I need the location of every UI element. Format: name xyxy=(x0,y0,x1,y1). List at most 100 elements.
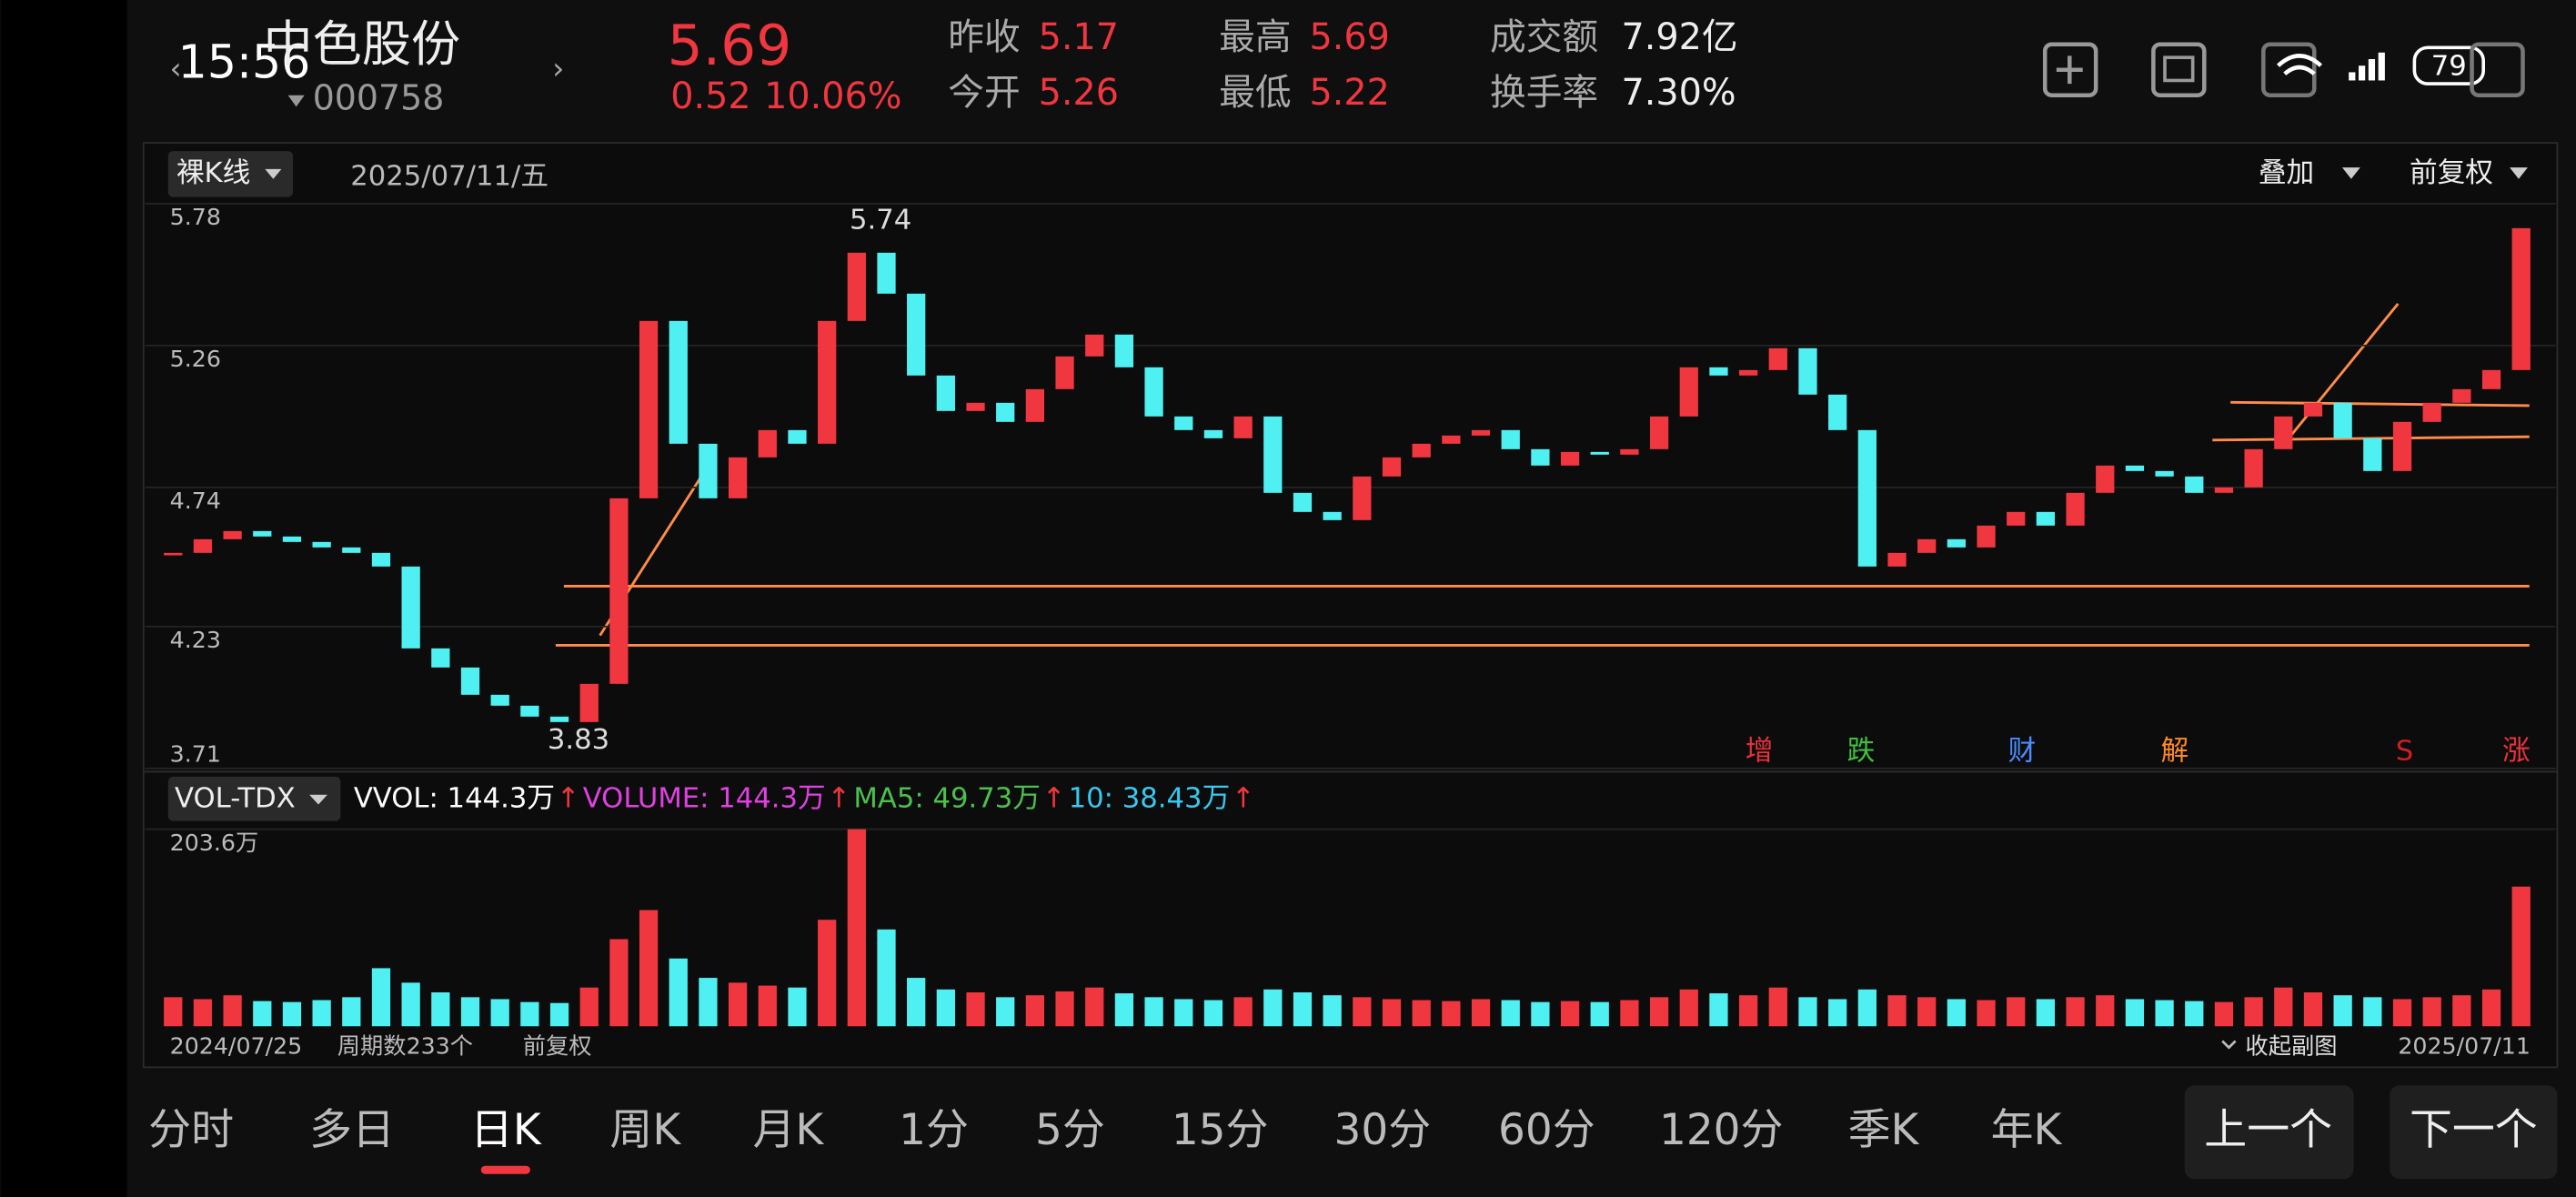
dropdown-arrow xyxy=(265,168,282,179)
adjust-button[interactable]: 前复权 xyxy=(2410,157,2493,189)
candle xyxy=(1233,416,1253,438)
candle xyxy=(1293,492,1313,512)
candle xyxy=(907,293,926,376)
stock-code: 000758 xyxy=(313,78,445,118)
volume-bar xyxy=(1620,1000,1639,1027)
candle xyxy=(1025,388,1045,422)
candle xyxy=(1738,369,1758,376)
left-edge xyxy=(0,0,127,1197)
candle xyxy=(282,536,302,542)
volume-bar xyxy=(2125,999,2145,1027)
next-button-bg[interactable] xyxy=(2390,1085,2558,1180)
candle xyxy=(2007,511,2026,526)
high-label: 5.74 xyxy=(850,205,911,236)
mode-button[interactable]: 裸K线 xyxy=(176,157,250,189)
volume-bar xyxy=(1917,997,1937,1027)
candle xyxy=(1412,443,1431,458)
volume-bar xyxy=(1977,1000,1996,1027)
volume-bar xyxy=(1738,995,1758,1027)
volume-bar xyxy=(193,999,213,1027)
candle xyxy=(1560,451,1580,466)
candle xyxy=(1114,334,1134,367)
candle xyxy=(1174,416,1193,430)
candle xyxy=(2303,402,2323,417)
quote-value: 5.22 xyxy=(1309,72,1389,114)
volume-bar xyxy=(1382,999,1402,1027)
volume-bar xyxy=(2511,886,2531,1027)
indicator-button[interactable]: VOL-TDX xyxy=(175,783,296,815)
candle xyxy=(1828,394,1847,430)
timeframe-tab[interactable]: 日K xyxy=(470,1105,542,1155)
candle xyxy=(1977,525,1996,548)
candle xyxy=(490,694,509,706)
window-icon[interactable] xyxy=(2151,42,2207,97)
volume-bar xyxy=(2036,999,2056,1027)
candle xyxy=(1471,429,1491,436)
volume-bar xyxy=(847,829,866,1027)
next-button[interactable]: 下一个 xyxy=(2410,1105,2538,1155)
timeframe-tab[interactable]: 分时 xyxy=(148,1105,234,1155)
candle xyxy=(788,429,807,444)
timeframe-tab[interactable]: 60分 xyxy=(1498,1105,1595,1155)
add-icon[interactable] xyxy=(2042,42,2098,97)
candle xyxy=(728,457,748,498)
prev-button[interactable]: 上一个 xyxy=(2204,1105,2332,1155)
timeframe-tab[interactable]: 月K xyxy=(753,1105,825,1155)
candle xyxy=(609,498,629,684)
prev-stock[interactable]: ‹ xyxy=(170,52,182,86)
volume-bar xyxy=(1085,987,1104,1027)
candle xyxy=(2511,227,2531,370)
timeframe-tab[interactable]: 年K xyxy=(1991,1105,2063,1155)
candle xyxy=(2036,511,2056,526)
timeframe-tab[interactable]: 120分 xyxy=(1659,1105,1783,1155)
quote-value: 7.92亿 xyxy=(1621,16,1737,58)
volume-bar xyxy=(549,1002,569,1027)
status-icons: 79 xyxy=(2042,42,2525,97)
collapse-button[interactable]: 收起副图 xyxy=(2245,1033,2337,1060)
volume-bar xyxy=(1471,999,1491,1027)
candle xyxy=(2096,465,2115,493)
candle xyxy=(639,320,659,498)
prev-button-bg[interactable] xyxy=(2184,1085,2354,1180)
mode-button-bg[interactable] xyxy=(167,151,294,197)
status-time: 15:56 xyxy=(178,35,311,89)
timeframe-tab[interactable]: 周K xyxy=(609,1105,681,1155)
volume-legend: VOLUME: 144.3万 xyxy=(583,783,826,815)
candle xyxy=(847,252,866,321)
volume-bar xyxy=(2066,997,2085,1027)
start-date: 2024/07/25 xyxy=(170,1033,303,1060)
candle xyxy=(1590,451,1609,455)
quote-label: 最低 xyxy=(1219,72,1291,114)
stock-name: 中色股份 xyxy=(264,15,461,73)
collapse-icon xyxy=(2221,1040,2237,1050)
resistance-line xyxy=(2230,400,2530,407)
timeframe-tab[interactable]: 30分 xyxy=(1334,1105,1432,1155)
share-icon[interactable] xyxy=(2261,42,2317,97)
event-marker: S xyxy=(2396,735,2413,767)
y-tick-label: 203.6万 xyxy=(170,830,259,856)
indicator-button-bg[interactable] xyxy=(167,776,341,821)
candle xyxy=(431,648,450,668)
volume-bar xyxy=(1233,997,1253,1027)
quote-label: 昨收 xyxy=(948,16,1020,58)
candle xyxy=(1263,416,1283,493)
more-icon[interactable] xyxy=(2470,42,2525,97)
candle xyxy=(223,530,242,539)
candle xyxy=(1382,457,1402,477)
y-tick-label: 3.71 xyxy=(170,740,221,767)
timeframe-tab[interactable]: 1分 xyxy=(899,1105,969,1155)
timeframe-tab[interactable]: 季K xyxy=(1848,1105,1920,1155)
low-label: 3.83 xyxy=(548,724,609,756)
overlay-button[interactable]: 叠加 xyxy=(2259,157,2314,189)
code-dropdown[interactable] xyxy=(287,95,305,107)
timeframe-tab[interactable]: 15分 xyxy=(1172,1105,1269,1155)
timeframe-tab[interactable]: 5分 xyxy=(1035,1105,1105,1155)
candle xyxy=(164,552,183,556)
candle xyxy=(1917,538,1937,553)
candle xyxy=(1353,476,1372,520)
candle xyxy=(312,541,331,548)
timeframe-tab[interactable]: 多日 xyxy=(309,1105,395,1155)
next-stock[interactable]: › xyxy=(552,52,564,86)
volume-bar xyxy=(1323,995,1342,1027)
drawn-lines xyxy=(555,303,2530,647)
